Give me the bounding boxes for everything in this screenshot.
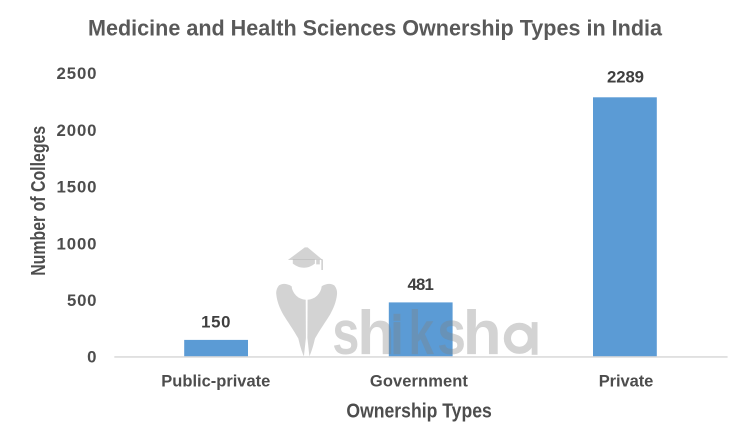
svg-text:s: s <box>332 299 359 368</box>
svg-text:1500: 1500 <box>57 178 97 197</box>
svg-text:2500: 2500 <box>57 64 97 83</box>
svg-text:2000: 2000 <box>57 121 97 140</box>
svg-text:481: 481 <box>408 275 434 294</box>
svg-text:Medicine and Health Sciences O: Medicine and Health Sciences Ownership T… <box>88 15 662 40</box>
svg-text:0: 0 <box>87 348 96 367</box>
svg-text:Ownership Types: Ownership Types <box>346 399 491 422</box>
svg-text:k: k <box>409 298 435 367</box>
svg-text:500: 500 <box>67 291 97 310</box>
svg-text:2289: 2289 <box>607 67 644 86</box>
svg-text:150: 150 <box>201 312 230 331</box>
svg-text:Private: Private <box>599 372 654 390</box>
svg-text:Public-private: Public-private <box>161 372 270 390</box>
svg-text:1000: 1000 <box>57 234 97 253</box>
svg-text:s: s <box>437 299 466 368</box>
svg-text:Government: Government <box>370 372 469 390</box>
svg-text:Number of Colleges: Number of Colleges <box>27 126 50 276</box>
svg-text:h: h <box>463 299 502 368</box>
svg-text:h: h <box>357 299 395 368</box>
